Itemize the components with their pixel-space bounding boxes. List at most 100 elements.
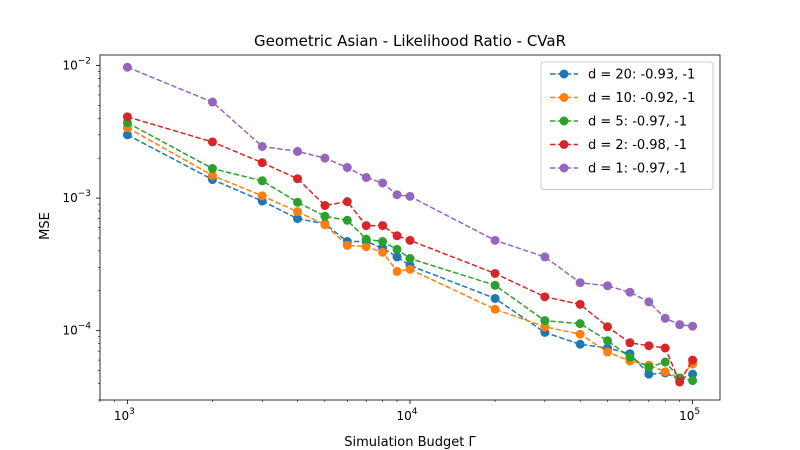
legend-box <box>540 61 714 190</box>
legend-marker <box>559 116 569 126</box>
series-5-point <box>293 146 303 156</box>
series-4 <box>122 112 698 387</box>
series-3-point <box>540 316 550 326</box>
x-tick-base: 10 <box>679 409 694 423</box>
y-tick-exponent: −4 <box>78 322 92 332</box>
series-2-point <box>320 220 330 230</box>
x-tick-label: 103 <box>114 407 135 423</box>
series-4-point <box>320 200 330 210</box>
series-4-point <box>603 322 613 332</box>
x-tick-label: 105 <box>679 407 700 423</box>
series-4-point <box>675 377 685 387</box>
y-tick-base: 10 <box>62 191 77 205</box>
series-4-point <box>405 235 415 245</box>
series-2-point <box>392 266 402 276</box>
chart-title: Geometric Asian - Likelihood Ratio - CVa… <box>254 32 566 50</box>
y-tick-exponent: −2 <box>78 56 91 66</box>
legend-entry-1: d = 20: -0.93, -1 <box>550 68 695 83</box>
series-4-point <box>625 338 635 348</box>
series-2-point <box>293 207 303 217</box>
series-3-point <box>342 215 352 225</box>
legend-marker <box>559 69 569 79</box>
series-1-point <box>688 369 698 379</box>
series-5-point <box>320 153 330 163</box>
series-3-point <box>603 336 613 346</box>
series-2-point <box>378 247 388 257</box>
series-3-point <box>257 176 267 186</box>
series-4-point <box>257 158 267 168</box>
y-tick-base: 10 <box>62 324 77 338</box>
axes-frame <box>99 54 721 401</box>
series-1-point <box>122 130 132 140</box>
legend-label: d = 10: -0.92, -1 <box>588 91 695 106</box>
series-2-point <box>257 191 267 201</box>
series-4-point <box>207 137 217 147</box>
series-5-point <box>603 281 613 291</box>
series-5-point <box>490 235 500 245</box>
series-3-point <box>392 244 402 254</box>
x-tick-exponent: 5 <box>694 407 700 417</box>
y-axis-label: MSE <box>38 212 53 240</box>
series-3-point <box>405 254 415 264</box>
series-1-point <box>392 252 402 262</box>
series-5-point <box>675 320 685 330</box>
legend-entry-5: d = 1: -0.97, -1 <box>550 162 687 177</box>
series-5-point <box>257 141 267 151</box>
series-5-point <box>660 313 670 323</box>
series-5-point <box>207 97 217 107</box>
series-5-point <box>688 321 698 331</box>
series-2-point <box>405 264 415 274</box>
series-2 <box>122 123 698 383</box>
series-3-point <box>378 237 388 247</box>
series-2-point <box>361 242 371 252</box>
plot-area <box>122 62 698 387</box>
series-5-point <box>392 190 402 200</box>
legend-marker <box>559 140 569 149</box>
x-axis-label: Simulation Budget Γ <box>344 435 476 450</box>
legend-label: d = 2: -0.98, -1 <box>588 138 687 153</box>
series-2-point <box>490 304 500 314</box>
series-3-point <box>644 362 654 372</box>
series-5-point <box>644 297 654 307</box>
y-tick-label: 10−4 <box>62 322 91 338</box>
series-4-point <box>490 268 500 278</box>
series-5 <box>122 62 698 331</box>
series-3-point <box>688 376 698 386</box>
legend-entry-4: d = 2: -0.98, -1 <box>550 138 687 153</box>
series-3-point <box>660 357 670 367</box>
legend: d = 20: -0.93, -1 d = 10: -0.92, -1 d = 5:… <box>540 61 714 190</box>
series-1-point <box>644 369 654 379</box>
legend-label: d = 1: -0.97, -1 <box>588 162 687 177</box>
series-3-point <box>361 234 371 244</box>
y-tick-label: 10−2 <box>62 56 91 72</box>
series-3-point <box>293 197 303 207</box>
series-2-point <box>575 329 585 339</box>
series-5-point <box>361 172 371 182</box>
legend-marker <box>559 93 569 102</box>
legend-entry-2: d = 10: -0.92, -1 <box>550 91 695 106</box>
series-5-point <box>342 163 352 173</box>
series-2-point <box>342 240 352 250</box>
series-5-point <box>540 252 550 262</box>
series-4-point <box>575 299 585 309</box>
legend-label: d = 5: -0.97, -1 <box>588 115 687 130</box>
legend-entry-3: d = 5: -0.97, -1 <box>550 115 687 130</box>
series-4-point <box>392 231 402 241</box>
series-3-point <box>625 352 635 362</box>
series-4-point <box>688 355 698 365</box>
series-2-point <box>207 171 217 181</box>
series-4-point <box>660 343 670 353</box>
y-tick-label: 10−3 <box>62 189 91 205</box>
series-5-point <box>378 178 388 188</box>
series-3-point <box>490 280 500 290</box>
series-4-point <box>293 174 303 184</box>
x-tick-label: 104 <box>396 407 417 423</box>
series-5-point <box>405 191 415 201</box>
x-tick-exponent: 4 <box>412 407 418 417</box>
x-tick-base: 10 <box>396 409 411 423</box>
series-4-point <box>361 221 371 231</box>
series-3-point <box>320 211 330 221</box>
